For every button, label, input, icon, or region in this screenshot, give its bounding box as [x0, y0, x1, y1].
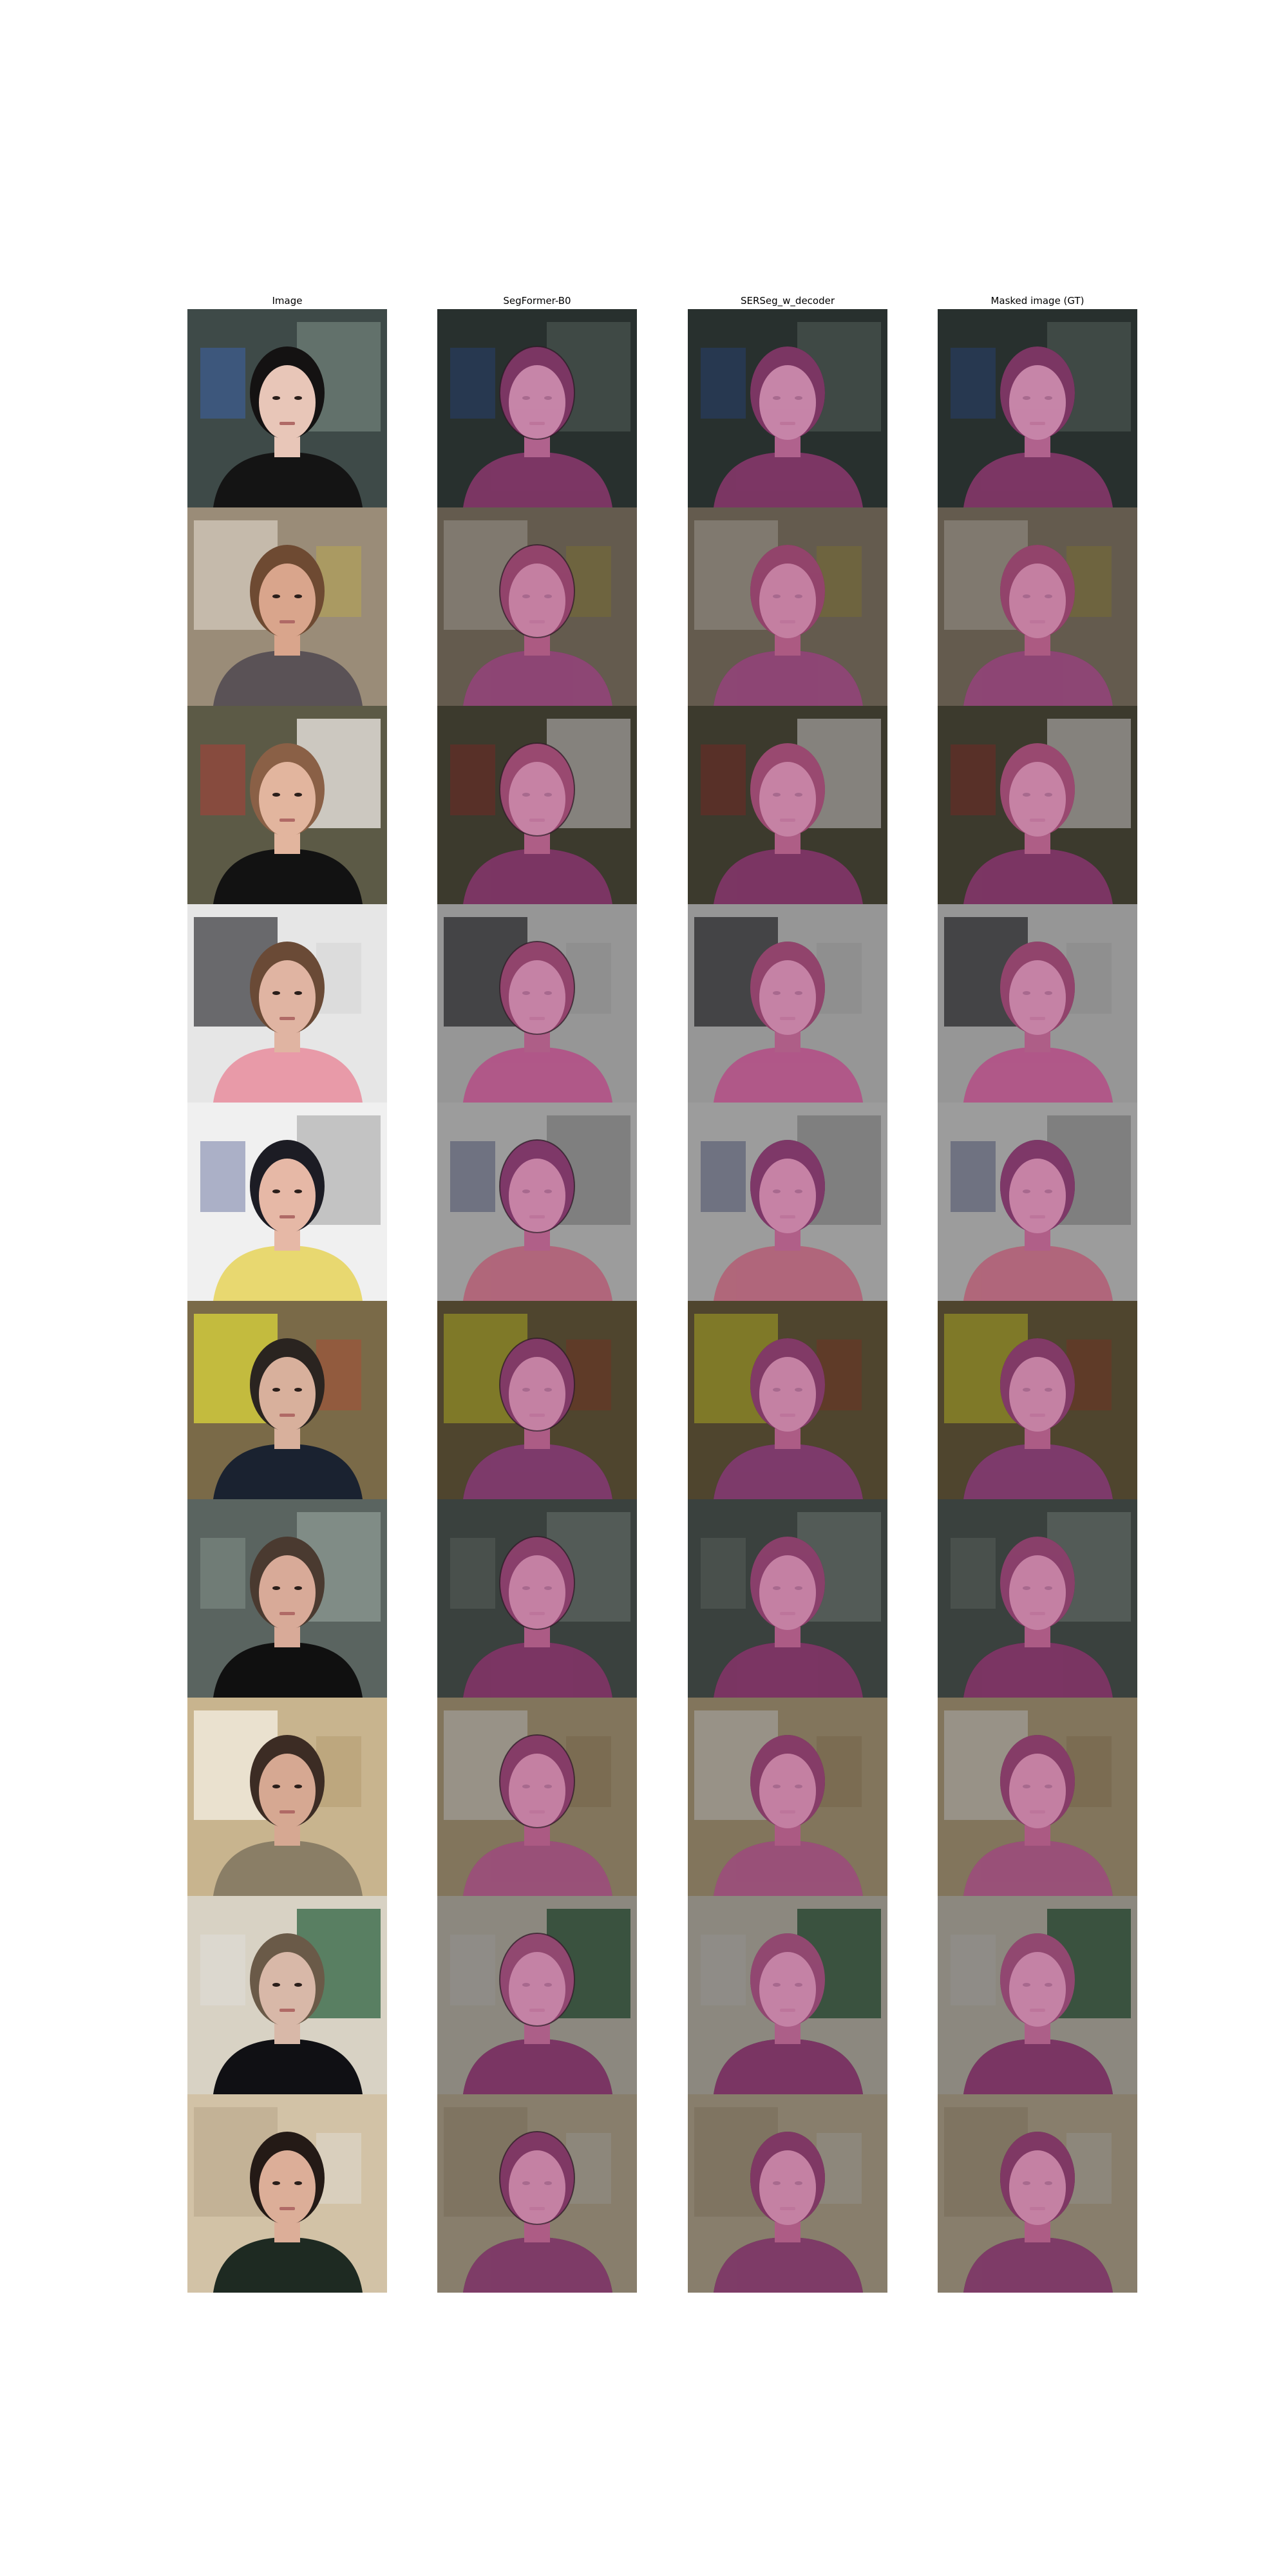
photo [187, 2094, 387, 2293]
portrait-image [437, 507, 637, 706]
portrait-image [187, 706, 387, 904]
segmentation-overlay [688, 1301, 887, 1499]
portrait-image [187, 1698, 387, 1896]
portrait-image [437, 1301, 637, 1499]
segmentation-overlay [437, 1499, 637, 1698]
portrait-image [437, 706, 637, 904]
segmentation-overlay [938, 1698, 1137, 1896]
photo [187, 1499, 387, 1698]
portrait-image [437, 1896, 637, 2094]
portrait-image [688, 1896, 887, 2094]
segmentation-overlay [688, 706, 887, 904]
segmentation-overlay [938, 904, 1137, 1103]
segmentation-overlay [688, 309, 887, 507]
portrait-image [938, 2094, 1137, 2293]
segmentation-overlay [938, 2094, 1137, 2293]
segmentation-overlay [437, 1698, 637, 1896]
portrait-image [938, 904, 1137, 1103]
portrait-image [437, 2094, 637, 2293]
photo [187, 1301, 387, 1499]
segmentation-overlay [437, 1896, 637, 2094]
portrait-image [688, 2094, 887, 2293]
segmentation-overlay [688, 1499, 887, 1698]
segmentation-overlay [437, 706, 637, 904]
portrait-image [688, 1103, 887, 1301]
segmentation-overlay [938, 1896, 1137, 2094]
portrait-image [187, 507, 387, 706]
portrait-image [938, 309, 1137, 507]
segmentation-overlay [688, 507, 887, 706]
portrait-image [688, 309, 887, 507]
portrait-image [187, 904, 387, 1103]
portrait-image [187, 1301, 387, 1499]
portrait-image [688, 1698, 887, 1896]
segmentation-overlay [437, 1103, 637, 1301]
portrait-image [938, 706, 1137, 904]
portrait-image [938, 1301, 1137, 1499]
portrait-image [437, 904, 637, 1103]
portrait-image [688, 1499, 887, 1698]
photo [187, 1896, 387, 2094]
segmentation-overlay [938, 1301, 1137, 1499]
segmentation-overlay [938, 706, 1137, 904]
column-title-3: Masked image (GT) [990, 295, 1084, 307]
photo [187, 309, 387, 507]
segmentation-overlay [688, 1103, 887, 1301]
segmentation-overlay [938, 1103, 1137, 1301]
segmentation-overlay [688, 904, 887, 1103]
photo [187, 1698, 387, 1896]
segmentation-overlay [688, 1896, 887, 2094]
portrait-image [437, 1103, 637, 1301]
portrait-image [688, 507, 887, 706]
segmentation-overlay [938, 1499, 1137, 1698]
segmentation-overlay [437, 904, 637, 1103]
portrait-image [688, 706, 887, 904]
portrait-image [938, 1698, 1137, 1896]
portrait-image [187, 2094, 387, 2293]
segmentation-overlay [688, 2094, 887, 2293]
portrait-image [938, 1896, 1137, 2094]
segmentation-overlay [437, 309, 637, 507]
segmentation-overlay [437, 2094, 637, 2293]
column-title-0: Image [272, 295, 303, 307]
portrait-image [437, 309, 637, 507]
portrait-image [187, 1896, 387, 2094]
column-title-1: SegFormer-B0 [503, 295, 571, 307]
portrait-image [938, 507, 1137, 706]
portrait-image [938, 1103, 1137, 1301]
portrait-image [437, 1499, 637, 1698]
portrait-image [187, 1103, 387, 1301]
photo [187, 706, 387, 904]
portrait-image [938, 1499, 1137, 1698]
portrait-image [187, 309, 387, 507]
segmentation-overlay [437, 1301, 637, 1499]
portrait-image [688, 904, 887, 1103]
photo [187, 1103, 387, 1301]
portrait-image [187, 1499, 387, 1698]
photo [187, 904, 387, 1103]
column-title-2: SERSeg_w_decoder [740, 295, 835, 307]
segmentation-overlay [688, 1698, 887, 1896]
segmentation-overlay [938, 309, 1137, 507]
segmentation-overlay [437, 507, 637, 706]
portrait-image [437, 1698, 637, 1896]
portrait-image [688, 1301, 887, 1499]
segmentation-overlay [938, 507, 1137, 706]
photo [187, 507, 387, 706]
